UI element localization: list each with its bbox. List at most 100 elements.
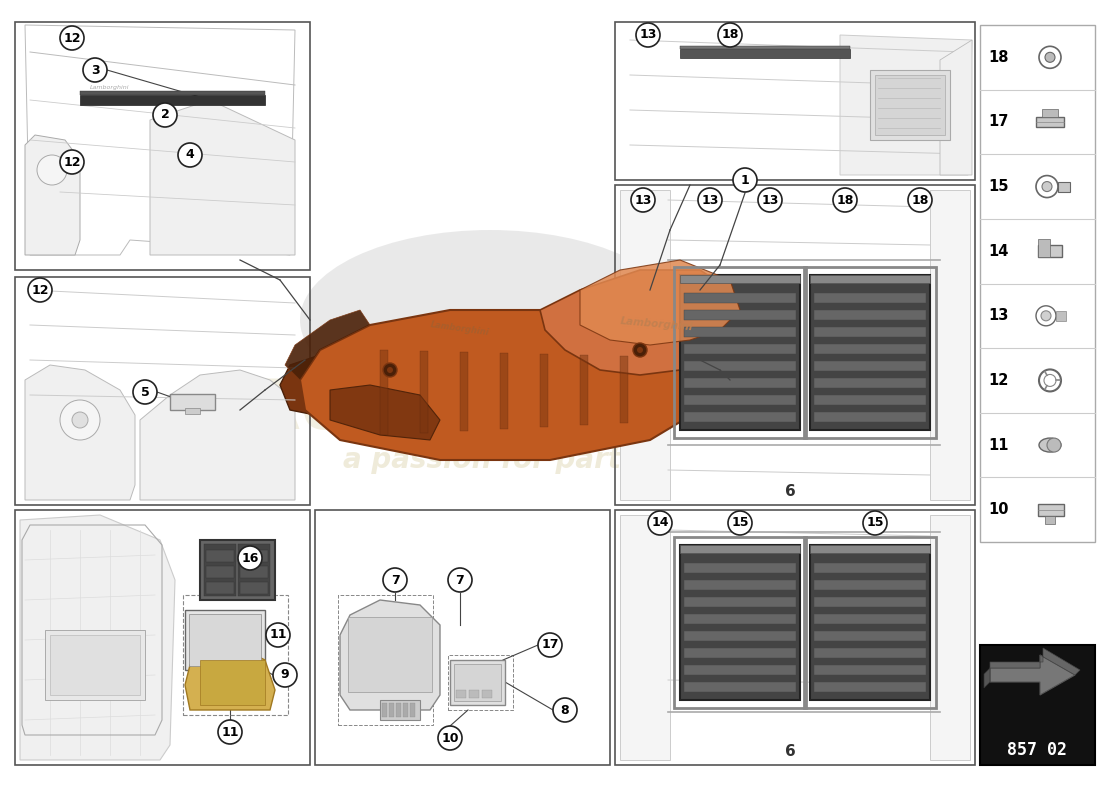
Text: 12: 12 — [64, 155, 80, 169]
Circle shape — [383, 568, 407, 592]
Bar — [450, 660, 505, 705]
Bar — [680, 49, 850, 58]
Bar — [684, 293, 796, 303]
Polygon shape — [150, 100, 295, 255]
Bar — [680, 46, 850, 49]
Bar — [183, 595, 288, 715]
Circle shape — [648, 511, 672, 535]
Bar — [189, 614, 261, 666]
Circle shape — [637, 347, 644, 353]
Bar — [615, 510, 975, 765]
Bar — [348, 617, 432, 692]
Circle shape — [133, 380, 157, 404]
Bar — [814, 395, 926, 405]
Text: 6: 6 — [784, 745, 795, 759]
Circle shape — [178, 143, 202, 167]
Bar — [684, 563, 796, 573]
Circle shape — [718, 23, 743, 47]
Circle shape — [758, 188, 782, 212]
Bar — [1038, 239, 1050, 257]
Bar — [80, 91, 265, 95]
Bar — [684, 580, 796, 590]
Polygon shape — [340, 600, 440, 710]
Bar — [200, 660, 265, 705]
Bar — [240, 566, 268, 578]
Text: 13: 13 — [639, 29, 657, 42]
Bar — [810, 545, 930, 700]
Circle shape — [1041, 311, 1050, 321]
Text: 15: 15 — [867, 517, 883, 530]
Bar — [930, 515, 970, 760]
Circle shape — [273, 663, 297, 687]
Text: 8: 8 — [561, 703, 570, 717]
Ellipse shape — [300, 230, 680, 410]
Text: 13: 13 — [988, 308, 1009, 323]
Bar — [804, 537, 936, 708]
Bar — [1036, 117, 1064, 127]
Bar — [206, 550, 234, 562]
Bar — [1056, 311, 1066, 321]
Circle shape — [218, 720, 242, 744]
Bar — [460, 352, 467, 431]
Circle shape — [698, 188, 722, 212]
Text: 11: 11 — [221, 726, 239, 738]
Circle shape — [631, 188, 654, 212]
Text: 12: 12 — [31, 283, 48, 297]
Circle shape — [1042, 182, 1052, 191]
Bar — [684, 412, 796, 422]
Text: 13: 13 — [702, 194, 718, 206]
Bar — [684, 597, 796, 607]
Bar — [620, 356, 628, 423]
Circle shape — [60, 400, 100, 440]
Circle shape — [1040, 46, 1062, 68]
Bar — [615, 22, 975, 180]
Text: 5: 5 — [141, 386, 150, 398]
Polygon shape — [990, 648, 1080, 675]
Bar — [814, 412, 926, 422]
Circle shape — [864, 511, 887, 535]
Bar — [620, 515, 670, 760]
Bar — [930, 190, 970, 500]
Bar — [379, 350, 388, 435]
Text: 18: 18 — [911, 194, 928, 206]
Bar — [80, 95, 265, 105]
Bar — [382, 703, 387, 717]
Text: AUTOSP RTS: AUTOSP RTS — [246, 377, 734, 443]
Bar — [684, 378, 796, 388]
Circle shape — [448, 568, 472, 592]
Bar — [684, 327, 796, 337]
Bar — [1042, 109, 1058, 117]
Text: 3: 3 — [90, 63, 99, 77]
Text: 18: 18 — [836, 194, 854, 206]
Bar — [469, 690, 478, 698]
Bar — [810, 275, 930, 283]
Text: 17: 17 — [988, 114, 1009, 130]
Bar — [684, 631, 796, 641]
Bar — [874, 75, 945, 135]
Bar — [454, 664, 500, 701]
Bar — [410, 703, 415, 717]
Text: 17: 17 — [541, 638, 559, 651]
Text: Lamborghini: Lamborghini — [90, 85, 130, 90]
Bar — [680, 545, 800, 553]
Bar — [15, 510, 310, 765]
Bar — [870, 70, 950, 140]
Bar — [456, 690, 466, 698]
Circle shape — [72, 412, 88, 428]
Bar — [684, 614, 796, 624]
Text: 18: 18 — [988, 50, 1009, 65]
Bar — [680, 545, 800, 700]
Bar — [500, 353, 508, 429]
Text: 14: 14 — [988, 244, 1009, 258]
Bar — [814, 293, 926, 303]
Bar — [980, 25, 1094, 542]
Bar — [814, 614, 926, 624]
Circle shape — [1047, 438, 1062, 452]
Bar — [200, 540, 275, 600]
Polygon shape — [300, 310, 700, 460]
Circle shape — [387, 367, 393, 373]
Bar — [204, 544, 236, 596]
Polygon shape — [140, 370, 295, 500]
Bar — [980, 645, 1094, 765]
Bar — [379, 700, 420, 720]
